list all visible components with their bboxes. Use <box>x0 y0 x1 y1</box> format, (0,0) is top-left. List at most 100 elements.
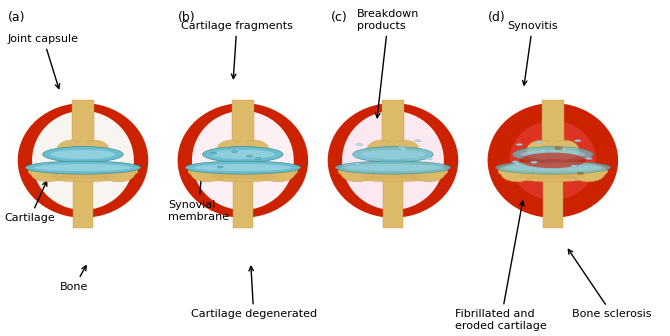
Ellipse shape <box>558 146 564 149</box>
Ellipse shape <box>194 164 292 171</box>
Ellipse shape <box>241 140 269 160</box>
Ellipse shape <box>217 140 245 160</box>
Bar <box>535 150 570 151</box>
Text: Synovitis: Synovitis <box>507 21 558 85</box>
Ellipse shape <box>546 146 566 151</box>
Ellipse shape <box>488 103 618 218</box>
Ellipse shape <box>342 111 444 210</box>
Bar <box>231 142 255 158</box>
Ellipse shape <box>398 146 405 149</box>
Ellipse shape <box>70 146 90 151</box>
Ellipse shape <box>520 153 586 168</box>
Ellipse shape <box>574 140 581 142</box>
Bar <box>383 173 403 228</box>
Ellipse shape <box>328 103 458 218</box>
Ellipse shape <box>51 150 115 159</box>
Ellipse shape <box>232 151 237 153</box>
Ellipse shape <box>354 163 360 165</box>
Ellipse shape <box>539 146 559 151</box>
Bar <box>232 173 253 228</box>
Text: (a): (a) <box>8 11 25 24</box>
Ellipse shape <box>80 140 109 160</box>
Ellipse shape <box>531 161 537 163</box>
Ellipse shape <box>367 140 395 160</box>
Bar <box>226 150 260 151</box>
Ellipse shape <box>341 165 374 182</box>
Ellipse shape <box>387 146 407 151</box>
Ellipse shape <box>502 111 604 210</box>
Ellipse shape <box>356 143 362 145</box>
Text: Bone sclerosis: Bone sclerosis <box>568 249 652 319</box>
Ellipse shape <box>536 141 542 143</box>
Bar <box>66 150 100 151</box>
Ellipse shape <box>247 156 253 157</box>
Bar <box>376 150 410 151</box>
Ellipse shape <box>411 165 417 167</box>
Text: Fibrillated and
eroded cartilage: Fibrillated and eroded cartilage <box>455 201 547 331</box>
Ellipse shape <box>102 165 135 182</box>
Ellipse shape <box>32 111 134 210</box>
Ellipse shape <box>412 165 445 182</box>
Ellipse shape <box>338 161 448 182</box>
Ellipse shape <box>25 161 141 174</box>
Ellipse shape <box>516 143 523 145</box>
Ellipse shape <box>550 140 579 160</box>
Text: Synovial
membrane: Synovial membrane <box>168 169 229 222</box>
Ellipse shape <box>415 140 421 142</box>
Ellipse shape <box>586 158 592 160</box>
Ellipse shape <box>560 148 567 150</box>
Ellipse shape <box>191 165 224 182</box>
Ellipse shape <box>43 146 123 162</box>
Ellipse shape <box>555 146 563 150</box>
Ellipse shape <box>76 146 96 151</box>
Ellipse shape <box>178 103 308 218</box>
Ellipse shape <box>210 150 275 159</box>
Ellipse shape <box>202 146 283 162</box>
Bar <box>73 173 93 228</box>
Text: Cartilage: Cartilage <box>5 181 56 223</box>
Text: (b): (b) <box>178 11 195 24</box>
Ellipse shape <box>510 121 596 200</box>
Bar <box>71 142 94 158</box>
Ellipse shape <box>500 165 534 182</box>
Ellipse shape <box>521 150 585 159</box>
Ellipse shape <box>391 140 419 160</box>
Ellipse shape <box>401 148 407 150</box>
Text: Breakdown
products: Breakdown products <box>357 9 419 118</box>
Text: Cartilage fragments: Cartilage fragments <box>181 21 293 79</box>
Ellipse shape <box>513 146 593 162</box>
Ellipse shape <box>360 174 426 179</box>
Bar <box>381 142 405 158</box>
Ellipse shape <box>229 146 249 151</box>
Ellipse shape <box>255 158 261 159</box>
Ellipse shape <box>353 146 433 162</box>
Ellipse shape <box>426 158 432 160</box>
Ellipse shape <box>217 166 223 168</box>
Ellipse shape <box>498 161 608 182</box>
Ellipse shape <box>237 146 257 151</box>
Ellipse shape <box>344 164 442 171</box>
Ellipse shape <box>572 165 605 182</box>
Ellipse shape <box>186 161 300 174</box>
Bar <box>542 100 564 153</box>
Ellipse shape <box>520 174 586 179</box>
Ellipse shape <box>31 165 64 182</box>
Ellipse shape <box>540 150 547 152</box>
Bar <box>382 100 404 153</box>
Bar <box>541 142 565 158</box>
Ellipse shape <box>495 161 610 174</box>
Ellipse shape <box>336 161 450 174</box>
Ellipse shape <box>512 161 519 163</box>
Ellipse shape <box>571 165 578 167</box>
Ellipse shape <box>584 166 590 168</box>
Ellipse shape <box>57 140 86 160</box>
Ellipse shape <box>379 146 399 151</box>
Text: Cartilage degenerated: Cartilage degenerated <box>191 266 317 319</box>
Ellipse shape <box>188 161 297 182</box>
Text: (d): (d) <box>488 11 505 24</box>
Ellipse shape <box>50 174 116 179</box>
Bar <box>72 100 94 153</box>
Ellipse shape <box>28 161 138 182</box>
Text: Bone: Bone <box>60 266 88 292</box>
Ellipse shape <box>192 111 293 210</box>
